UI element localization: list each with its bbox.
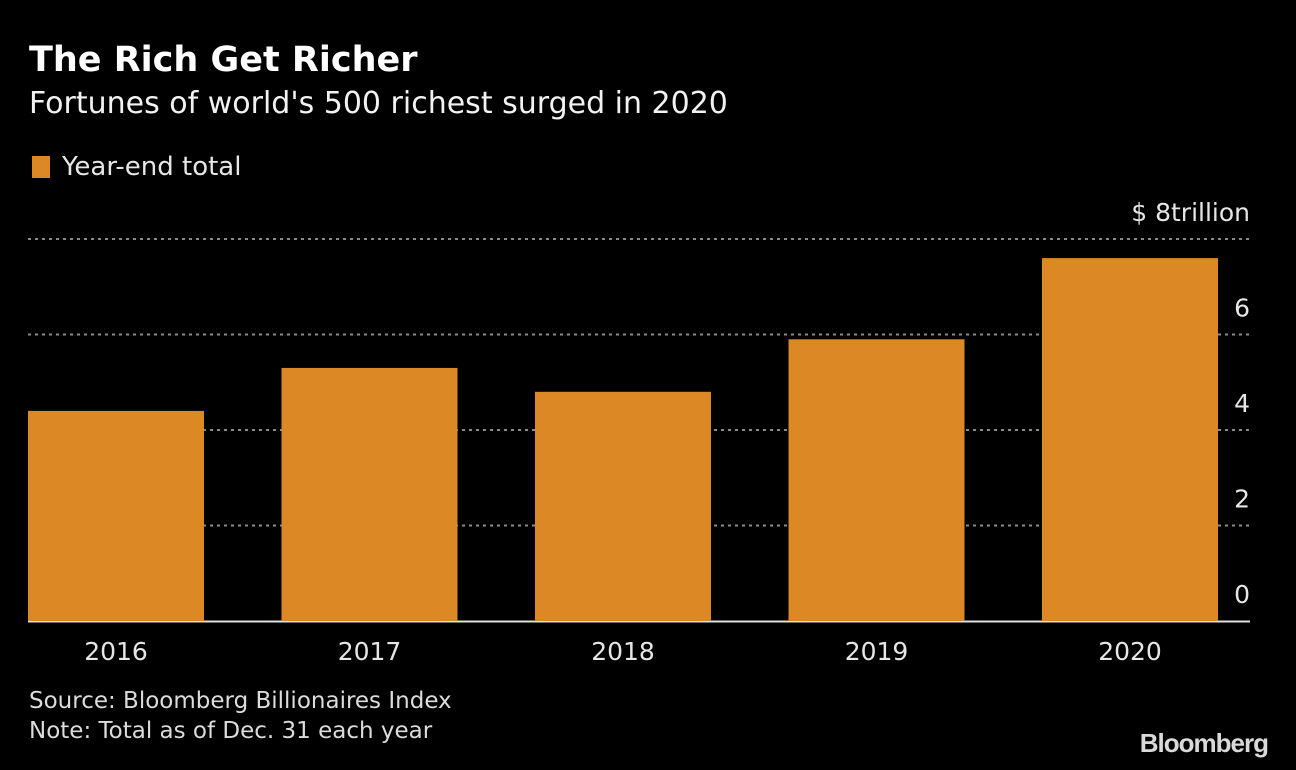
source-note: Source: Bloomberg Billionaires Index [29, 688, 452, 714]
bar-2017 [281, 367, 458, 621]
x-tick-label: 2018 [591, 637, 655, 666]
x-tick-label: 2016 [84, 637, 148, 666]
legend: Year-end total [32, 152, 241, 182]
y-tick-label: 4 [1234, 389, 1250, 418]
chart-subtitle: Fortunes of world's 500 richest surged i… [29, 86, 728, 121]
bar-2020 [1042, 258, 1218, 621]
chart-title: The Rich Get Richer [29, 40, 418, 80]
y-tick-label: 2 [1234, 485, 1250, 514]
footnote: Note: Total as of Dec. 31 each year [29, 718, 433, 744]
bar-2018 [535, 391, 711, 621]
legend-swatch [32, 156, 50, 178]
bar-2016 [28, 410, 204, 621]
x-tick-label: 2019 [845, 637, 909, 666]
bloomberg-logo: Bloomberg [1139, 728, 1269, 758]
legend-label: Year-end total [62, 152, 242, 182]
x-tick-label: 2017 [338, 637, 402, 666]
y-axis-unit-label: $ 8trillion [1131, 198, 1250, 227]
y-tick-label: 6 [1234, 294, 1250, 323]
y-tick-label: 0 [1234, 580, 1250, 609]
bar-2019 [788, 339, 965, 621]
x-tick-label: 2020 [1098, 637, 1162, 666]
